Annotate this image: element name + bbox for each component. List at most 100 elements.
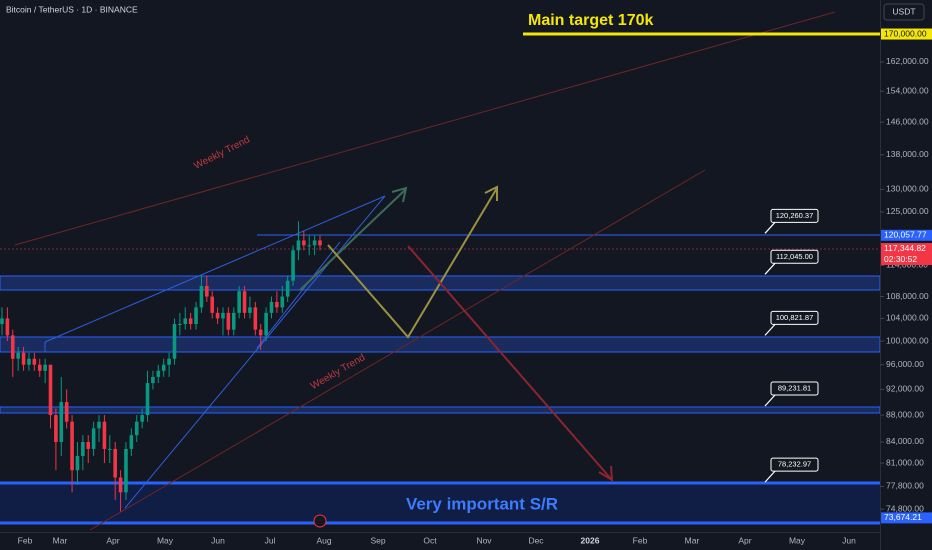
candle-body: [221, 312, 225, 319]
candle-body: [32, 358, 37, 365]
candle-body: [64, 402, 69, 422]
target-label: Main target 170k: [528, 12, 653, 29]
candle-body: [253, 307, 258, 330]
arrow-head: [598, 465, 614, 482]
candle-body: [269, 301, 274, 313]
price-countdown: 02:30:52: [884, 254, 917, 264]
zone: [0, 336, 880, 353]
currency-button[interactable]: [883, 3, 925, 21]
candle-body: [5, 318, 10, 336]
currency-button-label[interactable]: USDT: [892, 6, 915, 16]
level-callout: [770, 457, 819, 472]
candle-body: [302, 240, 306, 246]
candle-body: [231, 312, 236, 330]
candle-body: [280, 296, 285, 308]
candle-body: [156, 370, 161, 377]
price-label: 170,000.00: [884, 28, 927, 38]
arrow-head: [484, 185, 498, 201]
candle-body: [188, 318, 193, 324]
candle-body: [91, 428, 96, 449]
candle-body: [27, 358, 31, 365]
candle-body: [183, 318, 188, 324]
x-tick-label: Feb: [18, 535, 33, 545]
x-tick-label: Oct: [423, 535, 437, 545]
candle-body: [161, 364, 166, 371]
arrow: [299, 189, 406, 291]
y-tick-label: 74,800.00: [886, 503, 924, 513]
x-tick-label: Sep: [370, 535, 385, 545]
zone: [0, 406, 880, 414]
x-tick-label: Feb: [633, 535, 648, 545]
candle-body: [21, 352, 26, 365]
candle-body: [312, 240, 317, 246]
candle-body: [194, 307, 198, 324]
trend-line: [14, 11, 836, 246]
level-callout: [770, 310, 819, 325]
price-label-bg: [881, 229, 932, 241]
candle-body: [0, 318, 4, 324]
channel-line: [124, 195, 386, 509]
candle-body: [248, 307, 252, 313]
candle-body: [16, 352, 20, 359]
candle-body: [264, 312, 268, 336]
candle-body: [10, 335, 15, 359]
candle-body: [285, 280, 290, 297]
candle-body: [291, 250, 295, 281]
channel-line: [256, 241, 341, 349]
candle-body: [151, 376, 155, 384]
y-tick-label: 92,000.00: [886, 384, 924, 394]
x-tick-label: Jun: [842, 535, 856, 545]
event-icon[interactable]: [313, 514, 327, 528]
level-pointer: [764, 221, 776, 234]
level-callout-label: 112,045.00: [776, 252, 813, 261]
candle-body: [307, 245, 312, 247]
level-pointer: [764, 323, 776, 336]
candle-body: [167, 358, 171, 365]
x-tick-label: Apr: [738, 535, 751, 545]
candle-body: [205, 285, 209, 297]
candle-body: [43, 364, 47, 371]
candle-body: [97, 421, 101, 429]
y-tick-label: 88,000.00: [886, 409, 924, 419]
y-tick-label: 96,000.00: [886, 359, 924, 369]
arrow-head: [391, 186, 408, 203]
x-tick-label: Dec: [528, 535, 544, 545]
y-tick-label: 84,000.00: [886, 436, 924, 446]
candle-body: [226, 312, 231, 330]
x-tick-label: May: [157, 535, 174, 545]
x-tick-label: Apr: [106, 535, 119, 545]
level-callout-label: 120,260.37: [776, 211, 814, 220]
y-tick-label: 130,000.00: [886, 184, 929, 194]
level-callout-label: 100,821.87: [776, 313, 814, 322]
candle-body: [118, 477, 123, 493]
level-callout: [770, 208, 819, 223]
candle-body: [242, 291, 247, 313]
candle-body: [210, 296, 215, 313]
candle-body: [199, 285, 204, 308]
candle-body: [258, 329, 263, 336]
y-tick-label: 81,000.00: [886, 457, 924, 467]
arrow: [407, 245, 613, 481]
plot-area: Main target 170k Weekly Trend Weekly Tre…: [0, 11, 880, 531]
trend-label: Weekly Trend: [309, 352, 367, 392]
symbol-title: Bitcoin / TetherUS · 1D · BINANCE: [6, 4, 138, 14]
level-pointer: [764, 394, 776, 407]
zone-label: Very important S/R: [406, 494, 558, 513]
x-tick-label: Nov: [476, 535, 492, 545]
level-callout: [770, 381, 819, 396]
candle-body: [172, 323, 177, 359]
price-label: 117,344.82: [884, 243, 926, 253]
candle-body: [318, 240, 322, 246]
y-tick-label: 104,000.00: [886, 313, 929, 323]
y-tick-label: 154,000.00: [886, 85, 929, 95]
candle-body: [86, 441, 91, 449]
y-tick-label: 100,000.00: [886, 335, 929, 345]
candle-body: [178, 323, 182, 325]
candle-body: [124, 448, 128, 493]
price-label: 120,057.77: [884, 230, 927, 240]
candle-body: [215, 312, 220, 319]
candle-body: [70, 421, 74, 471]
candle-body: [275, 301, 279, 308]
level-callout: [770, 249, 819, 264]
candle-body: [237, 291, 241, 313]
